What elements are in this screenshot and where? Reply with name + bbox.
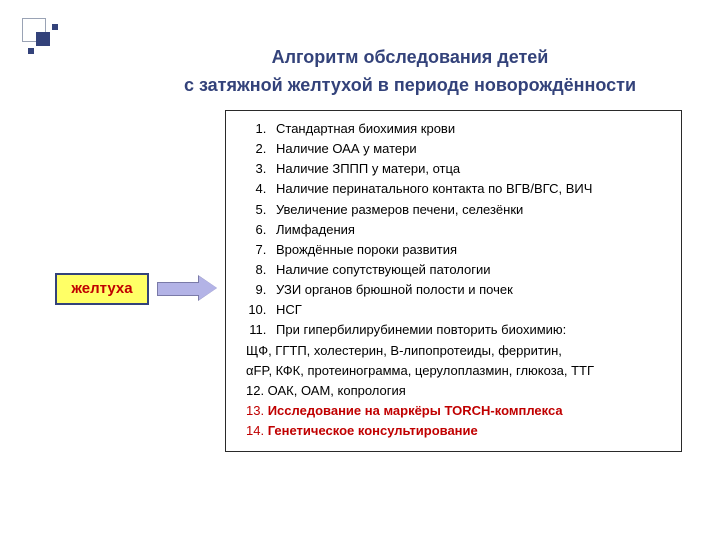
item-14-num: 14. [246, 423, 264, 438]
list-item: НСГ [270, 300, 671, 320]
subline-1: ЩФ, ГГТП, холестерин, В-липопротеиды, фе… [246, 341, 671, 361]
page-title: Алгоритм обследования детей с затяжной ж… [130, 44, 690, 100]
list-item: Лимфадения [270, 220, 671, 240]
item-14: 14. Генетическое консультирование [246, 421, 671, 441]
list-item: Врождённые пороки развития [270, 240, 671, 260]
item-12: 12. ОАК, ОАМ, копрология [246, 381, 671, 401]
list-item: Стандартная биохимия крови [270, 119, 671, 139]
list-item: Наличие ЗППП у матери, отца [270, 159, 671, 179]
title-line1: Алгоритм обследования детей [272, 47, 549, 67]
algorithm-list: Стандартная биохимия крови Наличие ОАА у… [236, 119, 671, 341]
subline-2: αFP, КФК, протеинограмма, церулоплазмин,… [246, 361, 671, 381]
list-item: Наличие перинатального контакта по ВГВ/В… [270, 179, 671, 199]
title-line2: с затяжной желтухой в периоде новорождён… [184, 75, 636, 95]
list-item: УЗИ органов брюшной полости и почек [270, 280, 671, 300]
list-item: Увеличение размеров печени, селезёнки [270, 200, 671, 220]
list-item: При гипербилирубинемии повторить биохими… [270, 320, 671, 340]
item-13: 13. Исследование на маркёры TORCH-компле… [246, 401, 671, 421]
item-13-num: 13. [246, 403, 264, 418]
jaundice-box: желтуха [55, 273, 149, 305]
list-item: Наличие ОАА у матери [270, 139, 671, 159]
arrow-right-icon [157, 277, 217, 299]
algorithm-panel: Стандартная биохимия крови Наличие ОАА у… [225, 110, 682, 452]
item-14-text: Генетическое консультирование [268, 423, 478, 438]
list-item: Наличие сопутствующей патологии [270, 260, 671, 280]
jaundice-label: желтуха [71, 280, 132, 297]
item-13-text: Исследование на маркёры TORCH-комплекса [268, 403, 563, 418]
